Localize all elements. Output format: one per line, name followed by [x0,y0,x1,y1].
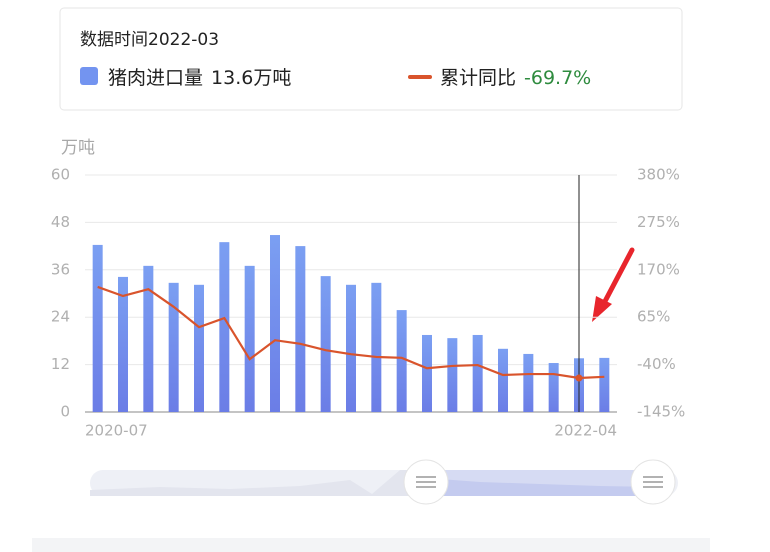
y-tick-label: 60 [51,166,70,184]
legend-swatch [80,67,98,85]
bar [168,282,179,412]
bar [219,242,230,412]
bar [422,334,432,412]
line [97,285,605,380]
y2-tick-label: 275% [637,213,680,231]
y-tick-label: 0 [60,403,70,421]
bar [295,246,306,412]
bar [396,310,407,412]
y-axis-label: 万吨 [61,138,95,158]
legend-name: 猪肉进口量 [108,67,203,89]
x-tick-label: 2022-04 [554,422,617,440]
tooltip-item: 猪肉进口量 13.6万吨 [108,67,291,89]
highlight-point [575,374,583,382]
y-tick-label: 36 [51,260,70,278]
bar [320,276,331,412]
bar [270,235,280,412]
y2-tick-label: -145% [637,403,685,421]
y-tick-label: 12 [51,355,70,373]
y2-tick-label: -40% [637,355,676,373]
bar [523,353,534,412]
y-tick-label: 48 [51,213,70,231]
tooltip-box [59,7,683,111]
annotation-arrow [592,247,635,322]
bar [244,265,255,412]
bar [143,265,154,412]
tooltip-title: 数据时间2022-03 [80,30,219,50]
bar [371,282,382,412]
legend-name: 累计同比 [440,67,516,89]
bar [599,357,610,412]
y2-tick-label: 170% [637,260,680,278]
y-tick-label: 24 [51,308,70,326]
bar [548,363,559,412]
bar [498,348,508,412]
tooltip-value: 13.6万吨 [211,67,291,89]
bar [118,276,128,412]
tooltip-item: 累计同比 -69.7% [440,67,591,89]
x-tick-label: 2020-07 [85,422,148,440]
zoom-slider[interactable] [90,459,678,505]
bar [194,284,204,412]
y2-tick-label: 380% [637,166,680,184]
bar [447,338,458,412]
y2-tick-label: 65% [637,308,670,326]
tooltip-value: -69.7% [524,67,591,89]
bar [472,334,483,412]
footer-strip [32,538,710,552]
bar [92,244,103,412]
bar [346,284,356,412]
